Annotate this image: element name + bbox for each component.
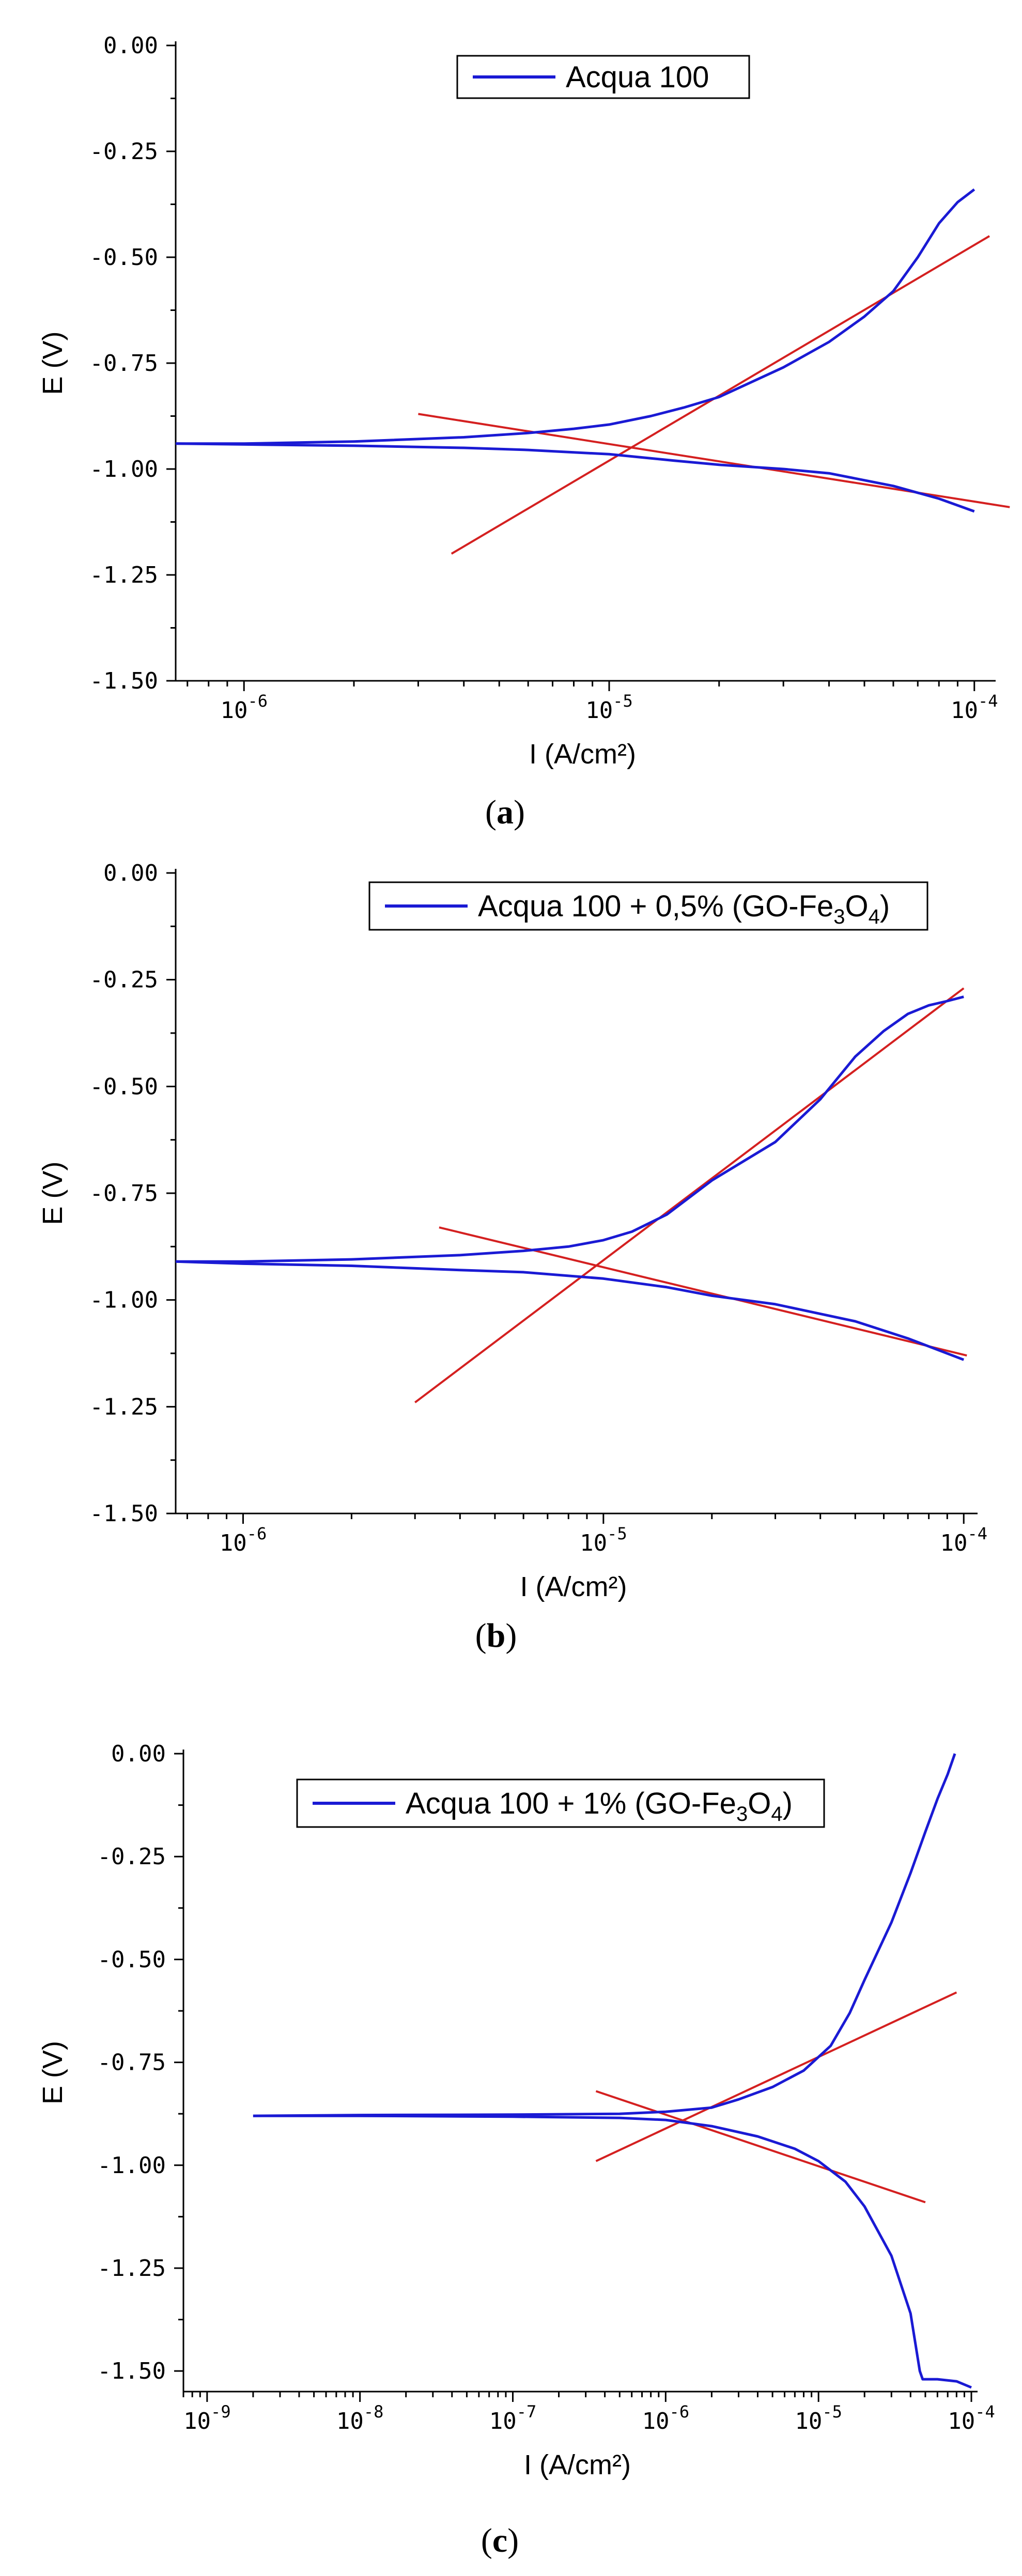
series-cathodic-branch (253, 2114, 972, 2389)
x-tick-label-base: 10 (795, 2408, 822, 2434)
legend-label: Acqua 100 + 1% (GO-Fe3O4) (406, 1787, 793, 1825)
y-axis-label: E (V) (37, 331, 68, 395)
x-tick-label: 10-4 (940, 1524, 987, 1556)
series-anodic-branch (253, 1753, 956, 2117)
fit-line-anodic-tafel (414, 987, 965, 1403)
x-tick-label: 10-9 (183, 2402, 231, 2434)
x-axis-label: I (A/cm²) (524, 2449, 631, 2480)
y-tick-label: 0.00 (103, 860, 158, 886)
x-tick-label-base: 10 (183, 2408, 211, 2434)
x-tick-label: 10-8 (336, 2402, 384, 2434)
y-tick-label: -1.00 (98, 2152, 166, 2179)
panel-label: (c) (481, 2522, 519, 2559)
x-tick-label-exponent: -4 (967, 1524, 987, 1543)
y-tick-label: 0.00 (103, 33, 158, 59)
axes-frame (182, 1750, 978, 2393)
x-tick-label-base: 10 (220, 697, 247, 724)
x-tick-label: 10-7 (489, 2402, 537, 2434)
y-tick-label: -1.25 (90, 562, 158, 588)
x-tick-label-base: 10 (948, 2408, 975, 2434)
series-cathodic-branch (176, 1260, 965, 1361)
x-tick-label-base: 10 (585, 697, 613, 724)
y-tick-label: -1.00 (90, 456, 158, 482)
fit-line-cathodic-tafel (439, 1226, 967, 1357)
legend-label: Acqua 100 + 0,5% (GO-Fe3O4) (478, 889, 890, 928)
series-anodic-branch (176, 188, 975, 445)
axes-frame (175, 869, 978, 1515)
x-tick-label-exponent: -6 (247, 1524, 267, 1543)
x-tick-label-exponent: -9 (211, 2402, 231, 2422)
fit-line-anodic-tafel (451, 235, 990, 555)
y-tick-label: -0.50 (90, 244, 158, 271)
fit-line-anodic-tafel (595, 1991, 957, 2162)
series-anodic-branch (176, 995, 964, 1263)
legend: Acqua 100 + 0,5% (GO-Fe3O4) (368, 881, 928, 931)
legend: Acqua 100 + 1% (GO-Fe3O4) (296, 1778, 825, 1828)
x-tick-label: 10-4 (948, 2402, 995, 2434)
y-tick-label: -0.25 (90, 967, 158, 993)
x-tick-label-exponent: -4 (978, 691, 998, 711)
y-tick-label: -1.25 (90, 1394, 158, 1420)
x-axis-label: I (A/cm²) (529, 739, 636, 770)
x-tick-label-base: 10 (642, 2408, 670, 2434)
x-tick-label-exponent: -5 (607, 1524, 627, 1543)
x-tick-label-base: 10 (940, 1530, 967, 1556)
x-tick-label-exponent: -7 (517, 2402, 537, 2422)
axes-frame (175, 41, 996, 682)
y-tick-label: -1.50 (98, 2358, 166, 2384)
x-tick-label: 10-5 (580, 1524, 627, 1556)
x-tick-label-base: 10 (489, 2408, 517, 2434)
x-tick-label-base: 10 (951, 697, 978, 724)
x-tick-label-exponent: -5 (822, 2402, 842, 2422)
y-axis-label: E (V) (37, 1161, 68, 1225)
series-cathodic-branch (176, 442, 975, 513)
legend: Acqua 100 (456, 55, 750, 99)
fit-line-cathodic-tafel (595, 2090, 926, 2204)
x-tick-label-exponent: -5 (613, 691, 633, 711)
y-tick-label: -0.75 (90, 1180, 158, 1207)
x-tick-label: 10-4 (951, 691, 998, 724)
x-tick-label-exponent: -4 (975, 2402, 995, 2422)
panel-label: (b) (475, 1617, 517, 1654)
y-tick-label: -0.75 (98, 2050, 166, 2076)
y-tick-label: -0.75 (90, 350, 158, 377)
x-tick-label-base: 10 (220, 1530, 247, 1556)
x-tick-label: 10-5 (795, 2402, 842, 2434)
y-tick-label: -0.50 (98, 1946, 166, 1973)
y-axis-label: E (V) (37, 2041, 68, 2104)
y-tick-label: -0.50 (90, 1073, 158, 1100)
panel-label: (a) (485, 793, 525, 831)
legend-label: Acqua 100 (566, 60, 709, 94)
y-tick-label: -1.25 (98, 2255, 166, 2282)
x-tick-label: 10-6 (220, 691, 268, 724)
x-tick-label-base: 10 (336, 2408, 364, 2434)
y-tick-label: -1.00 (90, 1287, 158, 1314)
x-tick-label-exponent: -8 (364, 2402, 384, 2422)
x-tick-label-exponent: -6 (670, 2402, 690, 2422)
x-tick-label-base: 10 (580, 1530, 607, 1556)
x-tick-label: 10-6 (220, 1524, 267, 1556)
y-tick-label: -1.50 (90, 1501, 158, 1527)
x-tick-label: 10-6 (642, 2402, 690, 2434)
y-tick-label: 0.00 (111, 1741, 166, 1767)
y-tick-label: -0.25 (98, 1844, 166, 1870)
y-tick-label: -1.50 (90, 668, 158, 694)
x-axis-label: I (A/cm²) (520, 1571, 627, 1602)
x-tick-label: 10-5 (585, 691, 633, 724)
y-tick-label: -0.25 (90, 138, 158, 165)
x-tick-label-exponent: -6 (247, 691, 268, 711)
